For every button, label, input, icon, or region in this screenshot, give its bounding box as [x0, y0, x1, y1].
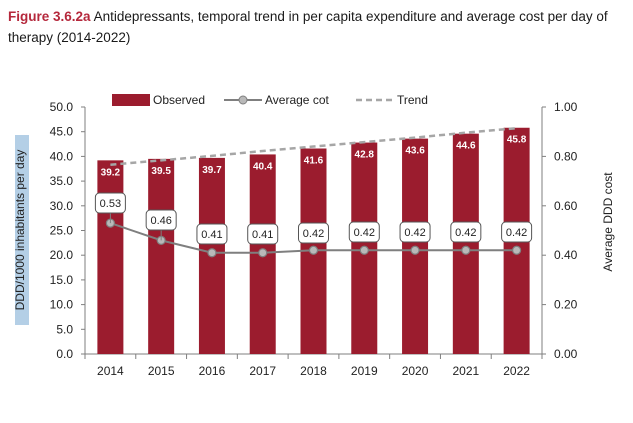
average-cost-point	[461, 245, 471, 255]
x-tick-label: 2015	[148, 364, 175, 378]
value-callout-box	[501, 221, 533, 243]
legend-swatch-observed	[112, 94, 150, 106]
y-tick-label: 10.0	[50, 298, 74, 312]
value-callout-label: 0.42	[303, 228, 324, 240]
y2-tick-label: 0.20	[554, 298, 578, 312]
average-cost-point	[308, 245, 319, 255]
bar-value-label: 43.6	[405, 146, 425, 157]
y-tick-label: 45.0	[50, 125, 74, 139]
x-tick-label: 2022	[503, 364, 530, 378]
value-callout-box	[399, 221, 431, 243]
y-tick-label: 5.0	[56, 322, 73, 336]
legend-label-trend: Trend	[397, 93, 428, 107]
y-tick-label: 15.0	[50, 273, 74, 287]
bar-2014	[97, 160, 124, 354]
value-callout-box	[348, 221, 380, 243]
y2-tick-label: 0.80	[554, 149, 578, 163]
y-tick-label: 20.0	[50, 248, 74, 262]
x-tick-label: 2017	[249, 364, 276, 378]
bar-value-label: 39.5	[151, 166, 171, 177]
average-cost-point	[359, 245, 369, 255]
bar-2021	[452, 133, 479, 354]
y2-tick-label: 0.00	[554, 347, 578, 361]
y2-tick-label: 0.60	[554, 199, 578, 213]
bar-value-label: 41.6	[304, 155, 324, 166]
figure-label: Figure 3.6.2a	[8, 9, 91, 24]
y-tick-label: 0.0	[56, 347, 73, 361]
bar-2015	[148, 158, 175, 354]
figure-title-text: Antidepressants, temporal trend in per c…	[8, 9, 608, 45]
legend-label-observed: Observed	[153, 93, 205, 107]
bar-value-label: 39.2	[101, 167, 121, 178]
x-tick-label: 2021	[452, 364, 479, 378]
bar-value-label: 39.7	[202, 165, 222, 176]
bar-value-label: 40.4	[253, 161, 273, 172]
legend-label-average-cost: Average cot	[265, 93, 329, 107]
y2-axis-title: Average DDD cost	[601, 172, 615, 272]
legend-marker-average-cost	[238, 95, 248, 105]
value-callout-box	[298, 222, 329, 244]
y-tick-label: 25.0	[50, 224, 74, 238]
x-tick-label: 2018	[300, 364, 327, 378]
value-callout-label: 0.42	[506, 227, 527, 239]
y-tick-label: 40.0	[50, 149, 74, 163]
average-cost-point	[207, 248, 217, 258]
value-callout-label: 0.41	[252, 229, 273, 241]
figure-title: Figure 3.6.2a Antidepressants, temporal …	[8, 6, 628, 48]
y-axis-title: DDD/1000 inhabitants per day	[13, 150, 27, 311]
value-callout-box	[145, 209, 177, 231]
x-tick-label: 2016	[199, 364, 226, 378]
bar-value-label: 44.6	[456, 141, 476, 152]
average-cost-point	[512, 245, 522, 255]
value-callout-box	[450, 221, 482, 243]
x-tick-label: 2014	[97, 364, 124, 378]
value-callout-label: 0.41	[201, 229, 222, 241]
y-tick-label: 30.0	[50, 199, 74, 213]
value-callout-box	[247, 223, 279, 245]
value-callout-label: 0.42	[354, 227, 375, 239]
value-callout-box	[196, 223, 228, 245]
bar-value-label: 42.8	[355, 150, 375, 161]
bar-value-label: 45.8	[507, 135, 527, 146]
average-cost-point	[410, 245, 420, 255]
value-callout-label: 0.53	[100, 198, 121, 210]
y-tick-label: 50.0	[50, 100, 74, 114]
y-axis-title-highlight	[15, 135, 29, 325]
value-callout-box	[94, 192, 126, 214]
y-tick-label: 35.0	[50, 174, 74, 188]
x-tick-label: 2019	[351, 364, 378, 378]
y2-tick-label: 1.00	[554, 100, 578, 114]
value-callout-label: 0.42	[404, 227, 425, 239]
average-cost-point	[258, 248, 268, 258]
y2-tick-label: 0.40	[554, 248, 578, 262]
value-callout-label: 0.42	[455, 227, 476, 239]
trend-line	[110, 126, 517, 167]
value-callout-label: 0.46	[150, 215, 171, 227]
x-tick-label: 2020	[402, 364, 429, 378]
